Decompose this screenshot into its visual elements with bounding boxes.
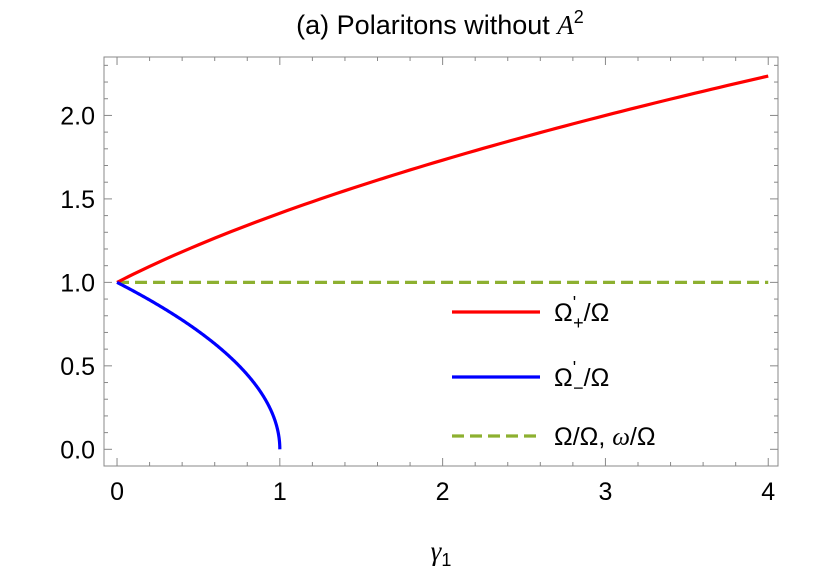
x-axis-label: γ1 [431,536,452,570]
x-axis-ticks: 0 1 2 3 4 [110,57,775,506]
plot-frame [103,56,779,467]
x-tick-label: 0 [110,478,124,506]
y-tick-label: 1.5 [60,186,95,214]
x-tick-label: 3 [598,478,612,506]
legend-label: Ω/Ω, ω/Ω [554,423,656,451]
chart-title: (a) Polaritons without A2 [296,7,584,40]
series-line-0 [116,74,769,284]
x-tick-label: 4 [761,478,775,506]
x-tick-label: 1 [273,478,287,506]
series-layer [116,74,769,450]
legend-label: Ω' +/Ω [554,293,609,333]
x-tick-label: 2 [436,478,450,506]
y-tick-label: 0.0 [60,436,95,464]
y-tick-label: 1.0 [60,269,95,297]
legend: Ω' +/Ω Ω' −/Ω Ω/Ω, ω/Ω [452,293,656,451]
y-tick-label: 0.5 [60,353,95,381]
y-axis-ticks: 0.0 0.5 1.0 1.5 2.0 [60,64,778,464]
legend-label: Ω' −/Ω [554,358,609,398]
series-line-1 [116,280,282,450]
y-tick-label: 2.0 [60,102,95,130]
